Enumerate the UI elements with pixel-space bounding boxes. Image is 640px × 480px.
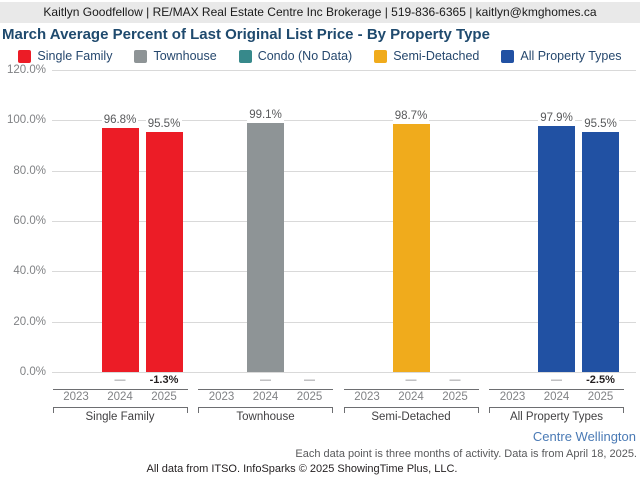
legend-swatch-all-property-types <box>501 49 515 63</box>
bar-value-label: 98.7% <box>392 109 430 122</box>
data-note: Each data point is three months of activ… <box>295 448 637 460</box>
gridline-20 <box>52 321 636 323</box>
change-value: — <box>114 374 126 386</box>
change-value: — <box>449 374 461 386</box>
y-axis-tick-label: 120.0% <box>6 64 46 76</box>
x-axis-year-label: 2023 <box>208 391 235 403</box>
agent-contact-bar: Kaitlyn Goodfellow | RE/MAX Real Estate … <box>0 2 640 23</box>
bar-single-family-2024[interactable] <box>101 128 139 372</box>
x-axis-year-label: 2024 <box>398 391 424 403</box>
bar-single-family-2025[interactable] <box>145 131 183 372</box>
legend-item-all-property-types: All Property Types <box>501 49 622 63</box>
x-axis-year-label: 2023 <box>499 391 526 403</box>
x-axis-year-label: 2025 <box>442 391 468 403</box>
legend-swatch-condo-no-data <box>238 49 252 63</box>
legend-swatch-townhouse <box>134 49 148 63</box>
change-value: — <box>260 374 271 386</box>
bar-value-label: 95.5% <box>145 117 183 130</box>
y-axis-tick-label: 80.0% <box>13 164 46 177</box>
legend-swatch-single-family <box>18 49 32 63</box>
bar-townhouse-2024[interactable] <box>247 122 284 372</box>
gridline-60 <box>52 221 636 222</box>
change-row-divider <box>52 389 188 390</box>
x-axis-year-label: 2024 <box>252 391 279 403</box>
bar-value-label: 97.9% <box>538 111 575 124</box>
attribution: All data from ITSO. InfoSparks © 2025 Sh… <box>146 463 458 475</box>
legend-item-single-family: Single Family <box>18 49 112 63</box>
group-bracket <box>343 407 479 413</box>
y-axis-tick-label: 40.0% <box>13 265 46 278</box>
legend-label: Semi-Detached <box>393 49 480 63</box>
gridline-0 <box>52 372 636 373</box>
y-axis-tick-label: 100.0% <box>6 114 46 127</box>
legend-label: Townhouse <box>153 49 217 63</box>
bar-semi-detached-2024[interactable] <box>392 123 430 372</box>
chart-legend: Single Family Townhouse Condo (No Data) Sem… <box>0 48 640 64</box>
group-bracket <box>198 407 333 413</box>
x-axis-year-label: 2023 <box>354 391 380 403</box>
x-axis-year-label: 2025 <box>151 391 177 403</box>
group-label-townhouse: Townhouse <box>236 411 295 423</box>
legend-label: Condo (No Data) <box>257 49 353 63</box>
change-row-divider <box>489 389 624 390</box>
group-label-semi-detached: Semi-Detached <box>371 411 451 423</box>
bar-value-label: 96.8% <box>101 114 139 127</box>
legend-item-condo-no-data: Condo (No Data) <box>238 49 353 63</box>
x-axis-year-label: 2023 <box>63 391 89 403</box>
y-axis-tick-label: 0.0% <box>19 366 46 378</box>
bar-value-label: 95.5% <box>582 117 619 130</box>
region-label: Centre Wellington <box>532 429 636 444</box>
legend-item-townhouse: Townhouse <box>134 49 217 63</box>
y-axis-tick-label: 60.0% <box>13 215 46 227</box>
x-axis-year-label: 2025 <box>587 391 614 403</box>
bar-value-label: 99.1% <box>247 108 284 121</box>
chart-title: March Average Percent of Last Original L… <box>2 26 490 43</box>
legend-item-semi-detached: Semi-Detached <box>374 49 479 63</box>
gridline-120 <box>52 70 636 71</box>
x-axis-year-label: 2024 <box>543 391 570 403</box>
x-axis-year-label: 2025 <box>296 391 323 403</box>
x-axis-year-label: 2024 <box>107 391 133 403</box>
change-row-divider <box>343 389 479 390</box>
change-value: — <box>551 374 562 386</box>
legend-swatch-semi-detached <box>374 49 388 63</box>
change-value: -1.3% <box>149 374 179 386</box>
gridline-100 <box>52 120 636 122</box>
group-label-all-property-types: All Property Types <box>509 411 604 423</box>
group-bracket <box>489 407 624 413</box>
group-label-single-family: Single Family <box>85 411 155 423</box>
change-row-divider <box>198 389 333 390</box>
change-value: -2.5% <box>586 374 615 386</box>
change-value: — <box>304 374 315 386</box>
legend-label: Single Family <box>37 49 113 63</box>
bar-all-property-types-2024[interactable] <box>538 125 575 372</box>
change-value: — <box>405 374 417 386</box>
bar-all-property-types-2025[interactable] <box>582 131 619 372</box>
group-bracket <box>52 407 188 413</box>
gridline-80 <box>52 170 636 172</box>
gridline-40 <box>52 271 636 273</box>
legend-label: All Property Types <box>520 49 622 63</box>
y-axis-tick-label: 20.0% <box>13 315 46 328</box>
